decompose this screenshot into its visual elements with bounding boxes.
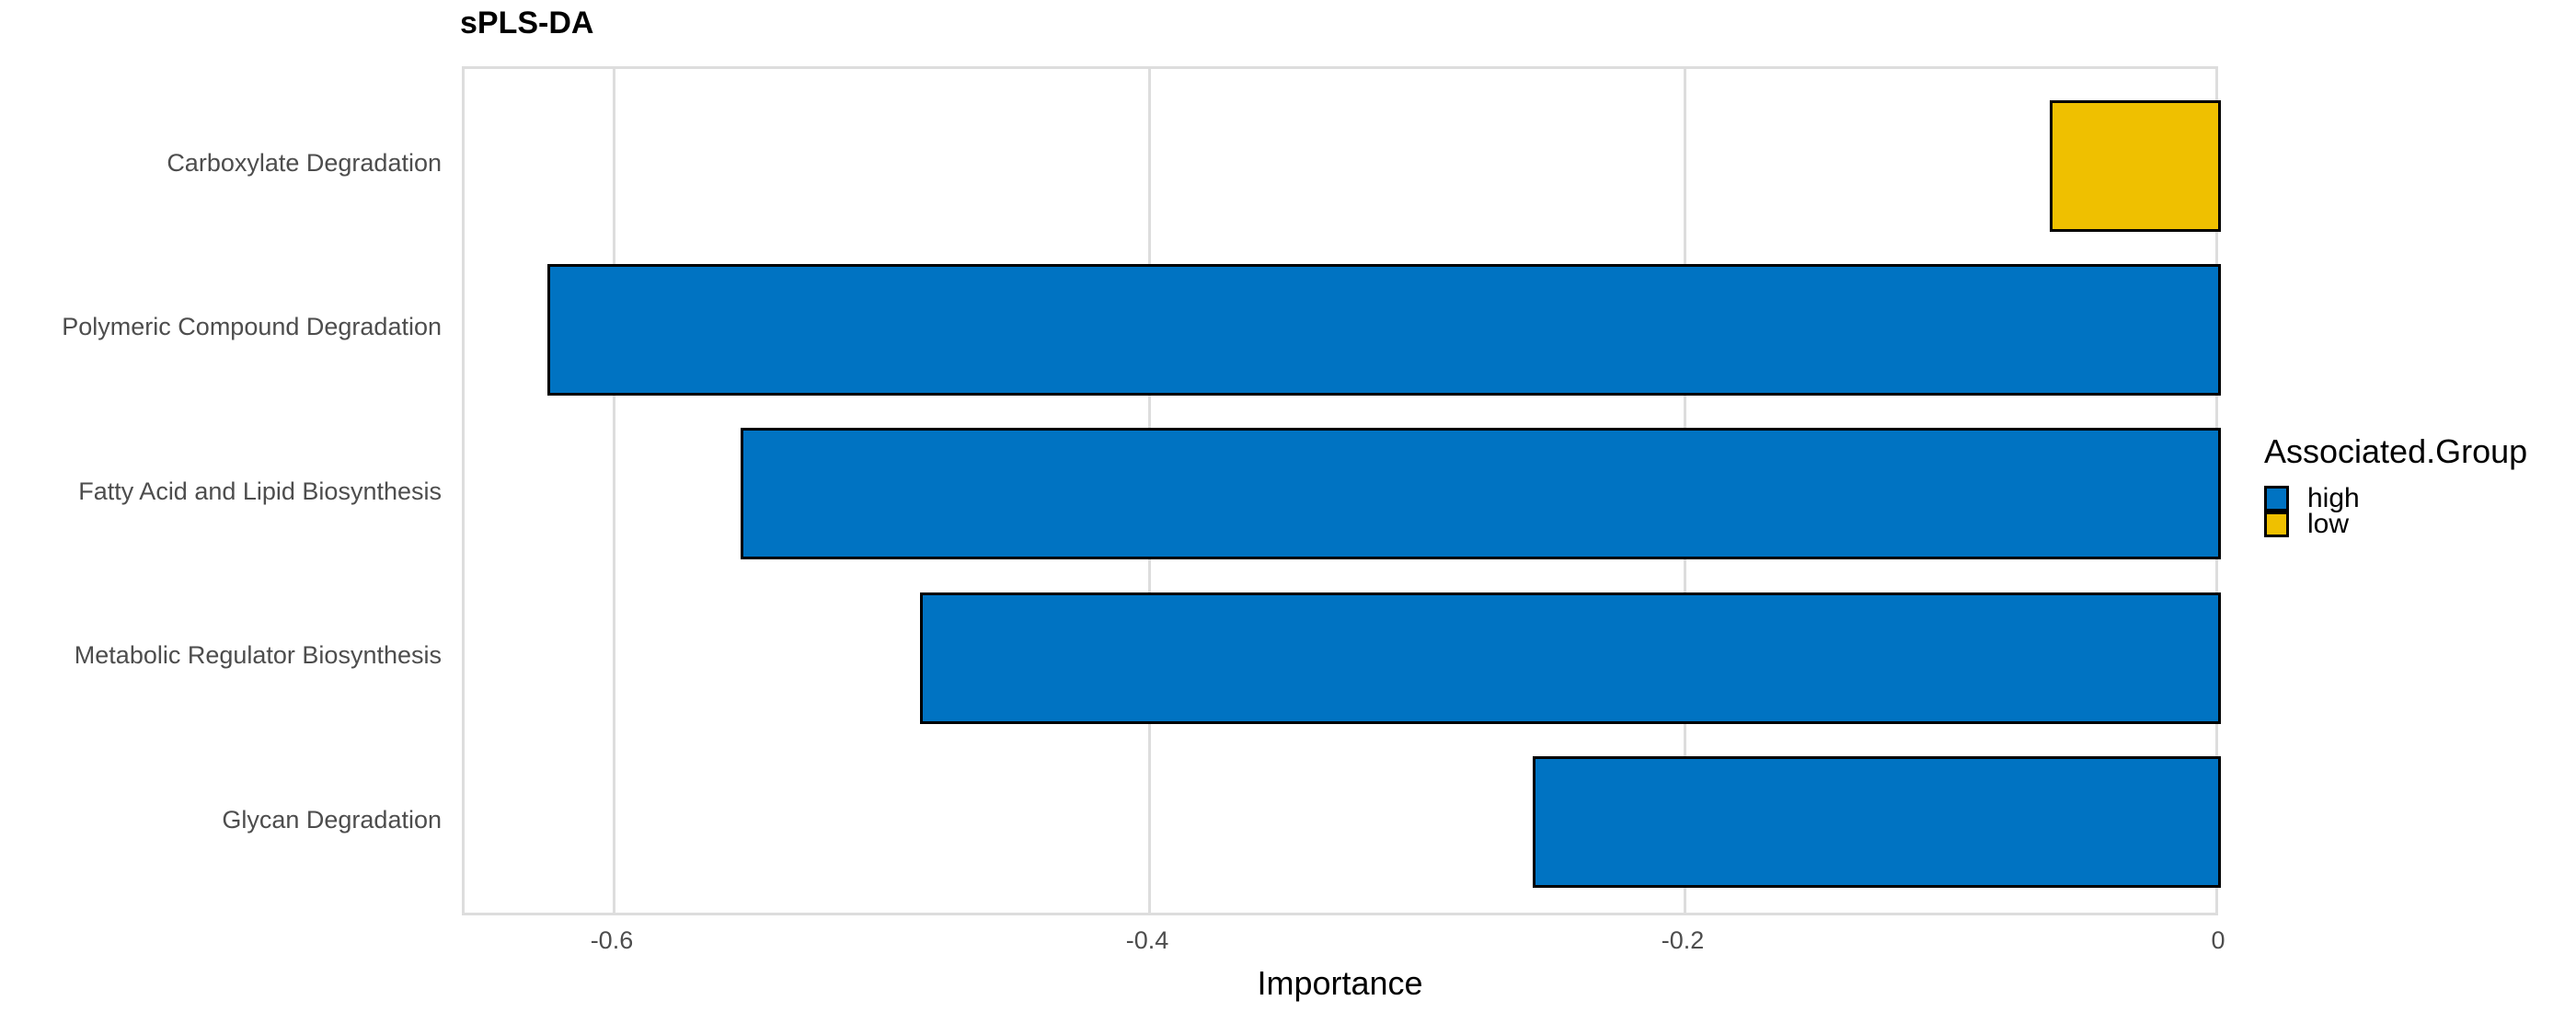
y-axis-label-0: Carboxylate Degradation	[167, 149, 442, 177]
bar-high-1	[547, 263, 2221, 396]
legend-item-high: high	[2264, 483, 2527, 513]
legend-item-low: low	[2264, 509, 2527, 539]
y-axis-label-2: Fatty Acid and Lipid Biosynthesis	[78, 477, 442, 505]
x-tick-label-2: -0.2	[1661, 926, 1705, 954]
legend-title: Associated.Group	[2264, 432, 2528, 470]
gridline-x--0.6	[613, 69, 616, 913]
x-tick-label-1: -0.4	[1125, 926, 1169, 954]
bar-low-0	[2049, 99, 2221, 232]
bar-high-4	[1533, 756, 2221, 889]
legend-swatch-low	[2264, 512, 2289, 537]
y-axis-label-3: Metabolic Regulator Biosynthesis	[74, 641, 442, 670]
legend: Associated.Group high low	[2264, 432, 2528, 539]
x-axis-title: Importance	[1257, 964, 1423, 1002]
plot-title: sPLS-DA	[460, 6, 594, 40]
x-tick-label-0: -0.6	[590, 926, 634, 954]
y-axis-label-1: Polymeric Compound Degradation	[62, 313, 442, 341]
legend-items: high low	[2264, 483, 2527, 539]
y-axis-label-4: Glycan Degradation	[222, 805, 442, 834]
legend-label-high: high	[2307, 483, 2360, 513]
bar-high-3	[919, 592, 2221, 724]
x-tick-label-3: 0	[2211, 926, 2225, 954]
bar-high-2	[740, 428, 2221, 560]
legend-label-low: low	[2307, 509, 2350, 539]
plot-panel	[462, 66, 2221, 915]
legend-swatch-high	[2264, 486, 2289, 512]
